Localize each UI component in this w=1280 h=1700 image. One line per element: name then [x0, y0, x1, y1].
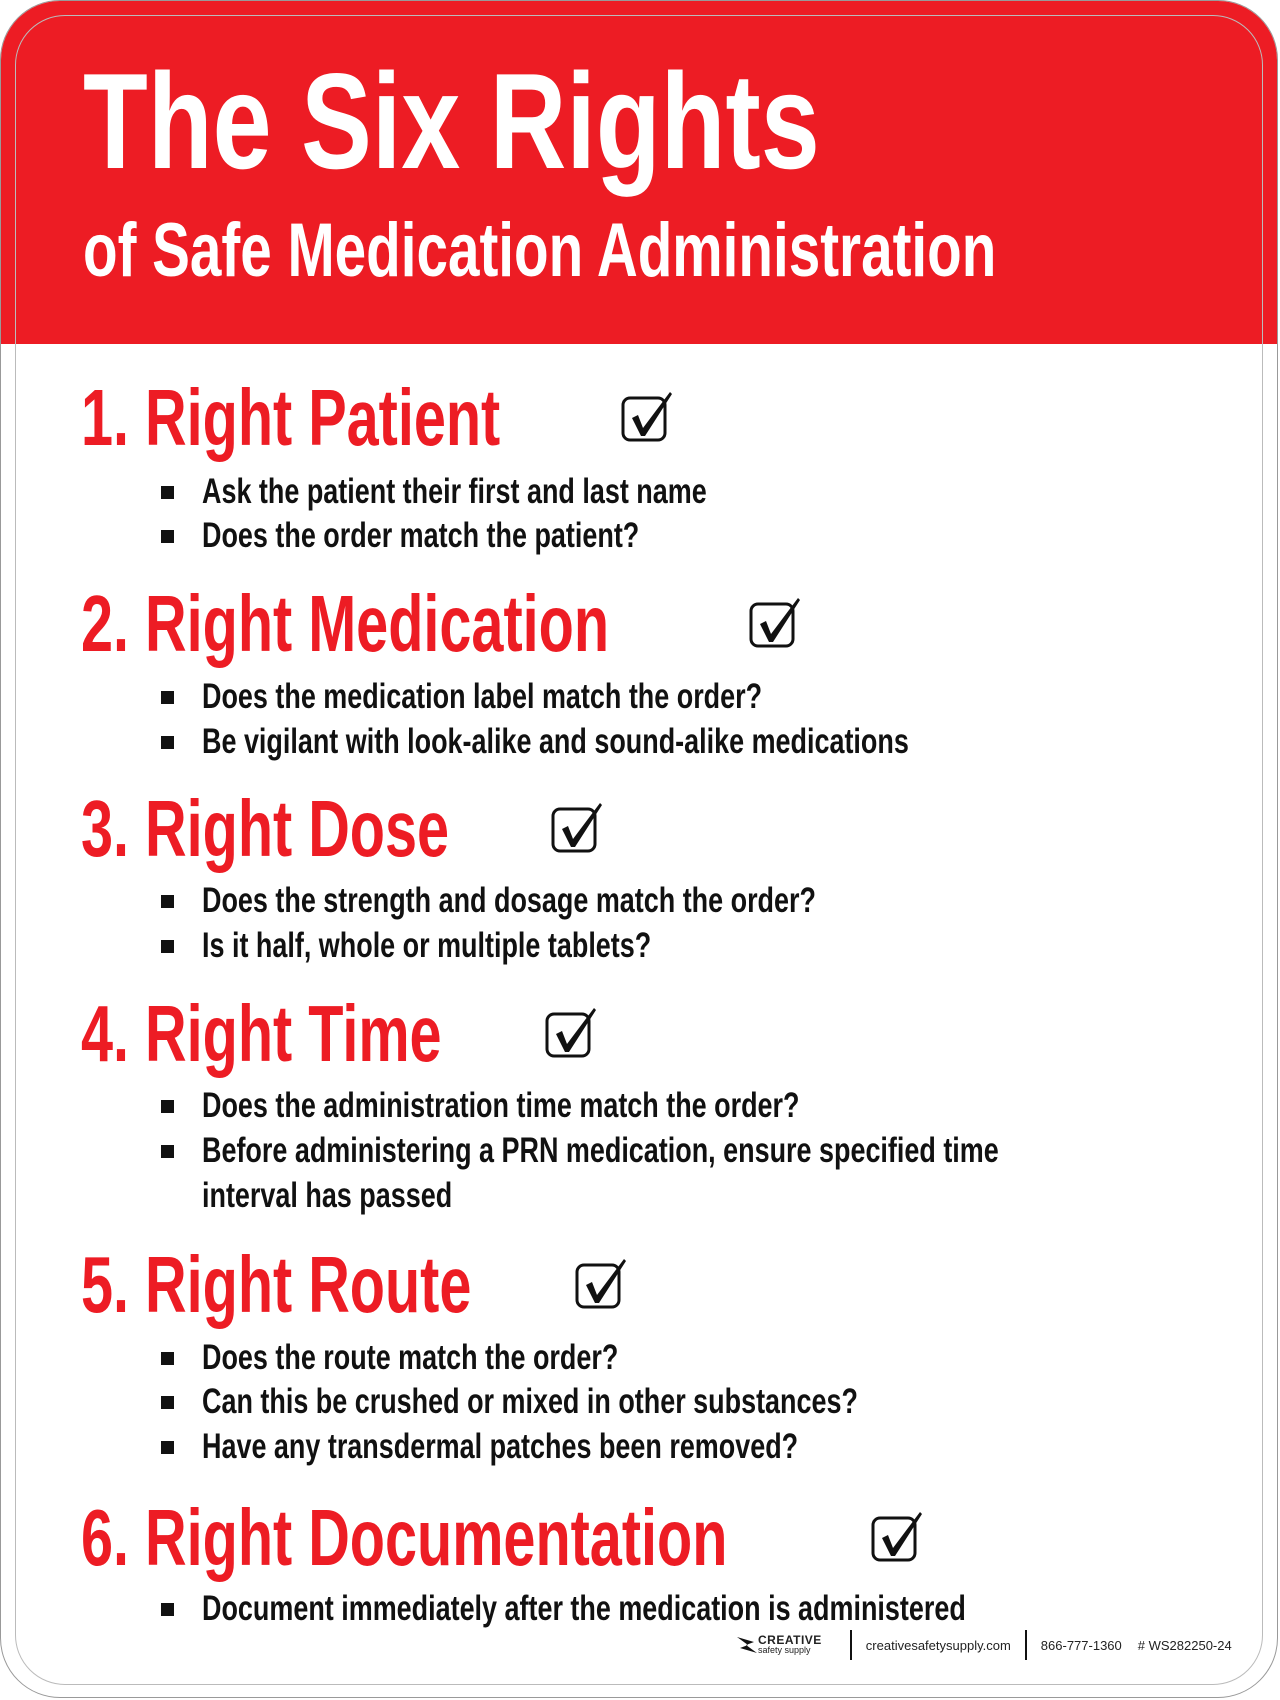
bullet-item: Ask the patient their first and last nam…	[161, 470, 857, 514]
subtitle: of Safe Medication Administration	[83, 208, 997, 293]
bullet-square-icon	[161, 1602, 174, 1616]
bullet-item: Does the order match the patient?	[161, 514, 770, 558]
checked-box-icon	[545, 1008, 596, 1058]
divider	[849, 1630, 852, 1660]
bullet-item: Does the administration time match the o…	[161, 1084, 978, 1128]
logo-mark-icon	[737, 1637, 757, 1653]
bullet-item: Be vigilant with look-alike and sound-al…	[161, 720, 1120, 764]
bullet-item: Does the route match the order?	[161, 1336, 743, 1380]
header-banner: The Six Rights of Safe Medication Admini…	[1, 1, 1277, 344]
footer: CREATIVE safety supply creativesafetysupp…	[736, 1629, 1232, 1661]
bullet-item: Does the strength and dosage match the o…	[161, 879, 999, 923]
bullet-item: Before administering a PRN medication, e…	[161, 1129, 1237, 1173]
checked-box-icon	[551, 803, 602, 853]
checked-box-icon	[749, 598, 800, 648]
bullet-item: Have any transdermal patches been remove…	[161, 1425, 976, 1469]
bullet-square-icon	[161, 894, 174, 908]
checked-box-icon	[621, 392, 672, 442]
bullet-item: Is it half, whole or multiple tablets?	[161, 924, 785, 968]
checked-box-icon	[871, 1512, 922, 1562]
divider	[1024, 1630, 1027, 1660]
bullet-square-icon	[161, 1440, 174, 1454]
product-code: # WS282250-24	[1137, 1637, 1232, 1653]
bullet-square-icon	[161, 939, 174, 953]
bullet-square-icon	[161, 1395, 174, 1409]
bullet-square-icon	[161, 529, 174, 543]
bullet-square-icon	[161, 735, 174, 749]
bullet-square-icon	[161, 1351, 174, 1365]
section-heading: 4. Right Time	[81, 989, 442, 1078]
section-heading: 6. Right Documentation	[81, 1493, 728, 1582]
title: The Six Rights	[83, 45, 820, 197]
bullet-square-icon	[161, 485, 174, 499]
section-heading: 1. Right Patient	[81, 373, 501, 462]
section-heading: 5. Right Route	[81, 1240, 472, 1329]
website: creativesafetysupply.com	[865, 1637, 1011, 1653]
bullet-square-icon	[161, 1099, 174, 1113]
bullet-square-icon	[161, 1144, 174, 1158]
bullet-item: Can this be crushed or mixed in other su…	[161, 1380, 1054, 1424]
bullet-item: Document immediately after the medicatio…	[161, 1587, 1194, 1631]
checked-box-icon	[575, 1259, 626, 1309]
section-heading: 3. Right Dose	[81, 784, 450, 873]
phone: 866-777-1360	[1040, 1637, 1122, 1653]
bullet-square-icon	[161, 690, 174, 704]
bullet-continuation: interval has passed	[202, 1176, 453, 1215]
bullet-item: Does the medication label match the orde…	[161, 675, 929, 719]
section-heading: 2. Right Medication	[81, 579, 610, 668]
creative-safety-supply-logo: CREATIVE safety supply	[736, 1634, 822, 1656]
